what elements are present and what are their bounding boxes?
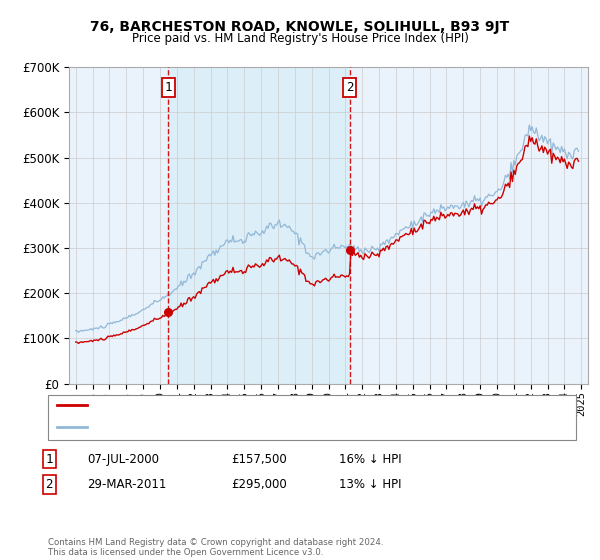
Text: Contains HM Land Registry data © Crown copyright and database right 2024.
This d: Contains HM Land Registry data © Crown c…: [48, 538, 383, 557]
Text: 1: 1: [46, 452, 53, 466]
Text: 16% ↓ HPI: 16% ↓ HPI: [339, 452, 401, 466]
Text: Price paid vs. HM Land Registry's House Price Index (HPI): Price paid vs. HM Land Registry's House …: [131, 32, 469, 45]
Text: 2: 2: [346, 81, 353, 94]
Text: 29-MAR-2011: 29-MAR-2011: [87, 478, 166, 491]
Text: 13% ↓ HPI: 13% ↓ HPI: [339, 478, 401, 491]
Text: 1: 1: [164, 81, 172, 94]
Bar: [169, 67, 350, 384]
Text: 76, BARCHESTON ROAD, KNOWLE, SOLIHULL, B93 9JT: 76, BARCHESTON ROAD, KNOWLE, SOLIHULL, B…: [91, 20, 509, 34]
Text: £295,000: £295,000: [231, 478, 287, 491]
Text: £157,500: £157,500: [231, 452, 287, 466]
Text: 2: 2: [46, 478, 53, 491]
Text: 07-JUL-2000: 07-JUL-2000: [87, 452, 159, 466]
Text: 76, BARCHESTON ROAD, KNOWLE, SOLIHULL, B93 9JT (detached house): 76, BARCHESTON ROAD, KNOWLE, SOLIHULL, B…: [93, 400, 487, 410]
Text: HPI: Average price, detached house, Solihull: HPI: Average price, detached house, Soli…: [93, 422, 335, 432]
